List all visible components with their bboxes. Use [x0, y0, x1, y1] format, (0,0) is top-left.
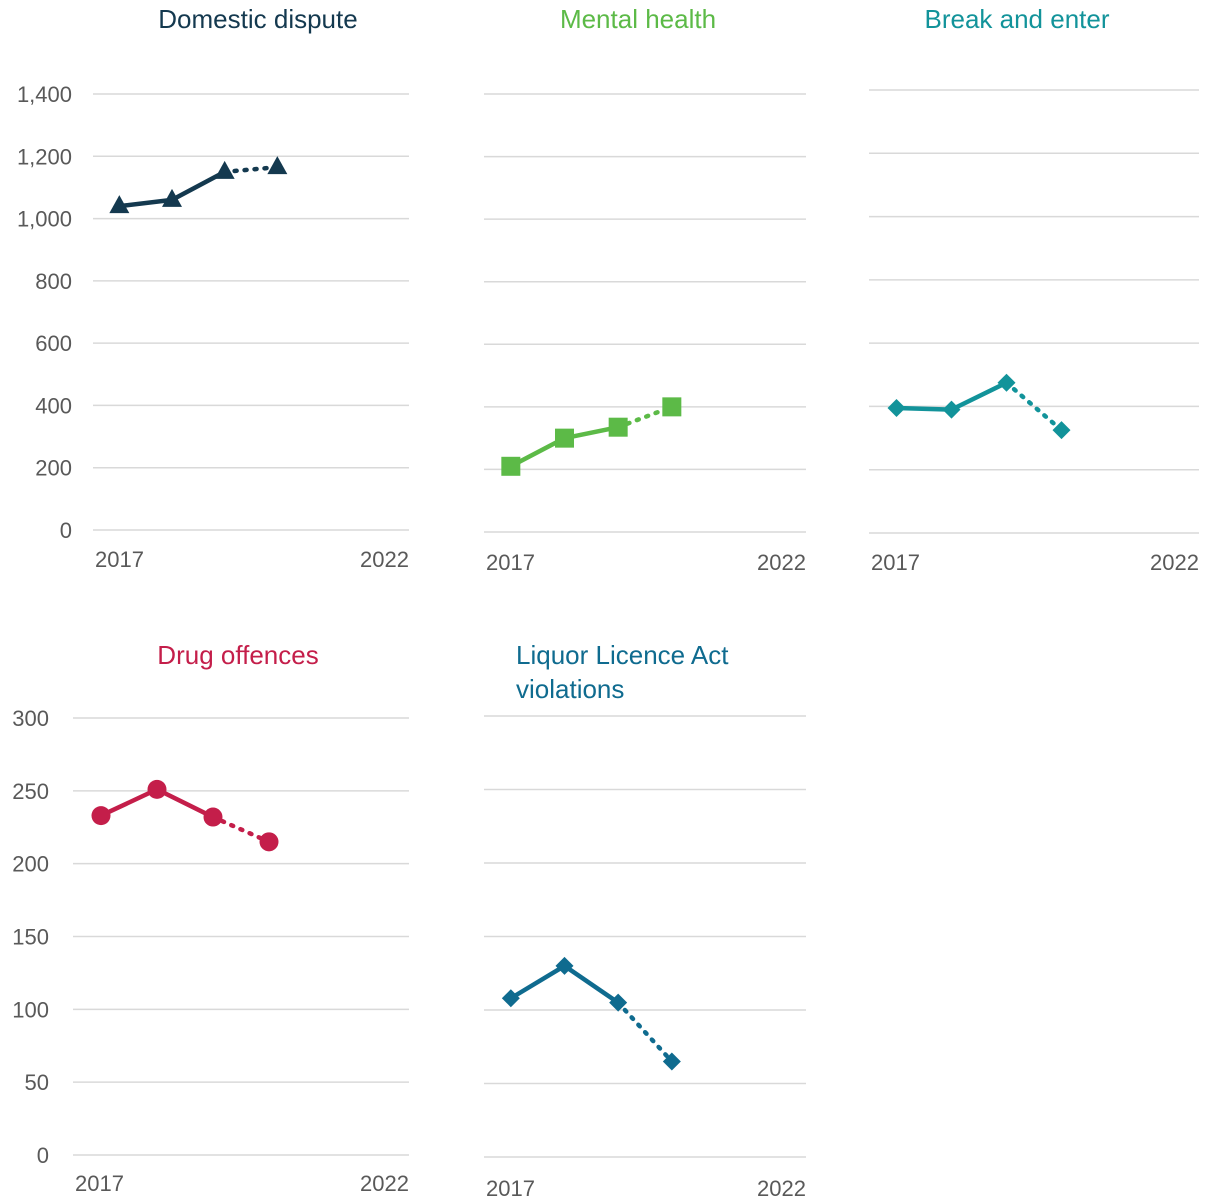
y-tick-label: 50: [25, 1070, 49, 1095]
panel-title: Domestic dispute: [158, 4, 357, 34]
x-tick-label: 2022: [360, 547, 409, 572]
data-point: [162, 188, 182, 207]
data-point: [259, 832, 279, 852]
panel-title: Break and enter: [924, 4, 1109, 34]
y-tick-label: 150: [12, 925, 49, 950]
data-point: [887, 399, 906, 418]
data-point: [203, 807, 223, 827]
y-tick-label: 1,400: [17, 82, 72, 107]
panel-5: Liquor Licence Act violations 2017 2022: [484, 640, 806, 1201]
panel-title: Mental health: [560, 4, 716, 34]
data-point: [109, 195, 130, 214]
data-point: [501, 989, 520, 1008]
data-point: [214, 160, 235, 179]
data-point: [608, 417, 628, 437]
data-point: [662, 1052, 681, 1071]
y-tick-label: 800: [35, 269, 72, 294]
y-tick-label: 0: [60, 518, 72, 543]
x-tick-label: 2022: [1150, 550, 1199, 575]
y-tick-label: 300: [12, 706, 49, 731]
data-point: [555, 428, 574, 448]
data-point: [147, 779, 167, 799]
data-point: [609, 993, 628, 1012]
series-line-dotted: [222, 164, 280, 175]
data-point: [267, 156, 288, 175]
panel-3: Break and enter 2017 2022: [869, 4, 1199, 575]
x-tick-label: 2022: [757, 550, 806, 575]
panel-title: Drug offences: [157, 640, 318, 670]
data-point: [1052, 421, 1071, 440]
y-tick-label: 0: [37, 1143, 49, 1168]
x-tick-label: 2017: [75, 1171, 124, 1196]
data-point: [942, 400, 961, 419]
series-line-dotted: [210, 814, 272, 845]
y-tick-label: 250: [12, 779, 49, 804]
data-point: [997, 373, 1016, 392]
series-line-dotted: [615, 1000, 675, 1064]
y-tick-label: 600: [35, 331, 72, 356]
y-tick-label: 200: [35, 456, 72, 481]
y-tick-label: 1,200: [17, 144, 72, 169]
x-tick-label: 2022: [360, 1171, 409, 1196]
panel-title: Liquor Licence Act: [516, 640, 729, 670]
panel-4: Drug offences 0 50 100 150 200 250 300 2017 2022: [12, 640, 409, 1196]
y-tick-label: 400: [35, 393, 72, 418]
data-point: [662, 397, 682, 417]
x-tick-label: 2017: [486, 1176, 535, 1201]
x-tick-label: 2022: [757, 1176, 806, 1201]
panel-2: Mental health 2017 2022: [484, 4, 806, 575]
panel-1: Domestic dispute 0 200 400 600 800 1,000 1,200 1…: [17, 4, 409, 572]
x-tick-label: 2017: [95, 547, 144, 572]
x-tick-label: 2017: [486, 550, 535, 575]
y-tick-label: 200: [12, 852, 49, 877]
x-tick-label: 2017: [871, 550, 920, 575]
data-point: [555, 956, 574, 975]
data-point: [501, 456, 521, 476]
y-tick-label: 100: [12, 997, 49, 1022]
y-tick-label: 1,000: [17, 207, 72, 232]
panel-title: violations: [516, 674, 624, 704]
series-line-dotted: [1004, 380, 1064, 433]
data-point: [91, 806, 111, 826]
